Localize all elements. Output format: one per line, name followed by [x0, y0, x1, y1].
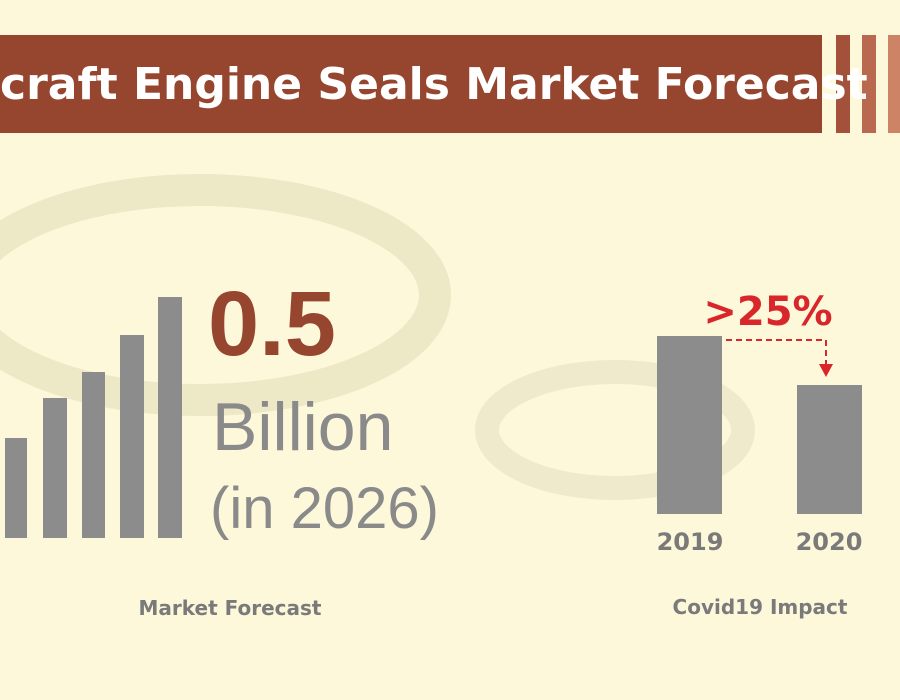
- banner-stripe: [862, 35, 876, 133]
- growth-bar: [43, 398, 67, 538]
- change-label: >25%: [703, 289, 832, 335]
- forecast-value: 0.5: [208, 273, 336, 375]
- growth-bar: [82, 372, 105, 538]
- year-label: 2019: [657, 528, 724, 556]
- year-label: 2020: [796, 528, 863, 556]
- forecast-unit: Billion: [212, 389, 393, 465]
- year-bar: [657, 336, 722, 514]
- title: craft Engine Seals Market Forecast: [0, 59, 868, 110]
- growth-bar: [5, 438, 27, 538]
- title-banner: [0, 35, 822, 133]
- seal-ring: [0, 174, 451, 416]
- arrow-head: [819, 364, 833, 377]
- growth-bar: [158, 297, 182, 538]
- growth-bars: [5, 297, 182, 538]
- year-bar: [797, 385, 862, 514]
- forecast-caption: Market Forecast: [139, 596, 322, 620]
- seal-ring: [475, 360, 755, 500]
- banner-stripe: [836, 35, 850, 133]
- growth-bar: [120, 335, 144, 538]
- change-arrow: [726, 339, 827, 368]
- forecast-period: (in 2026): [210, 476, 439, 541]
- banner-stripe: [888, 35, 900, 133]
- covid-caption: Covid19 Impact: [673, 595, 848, 619]
